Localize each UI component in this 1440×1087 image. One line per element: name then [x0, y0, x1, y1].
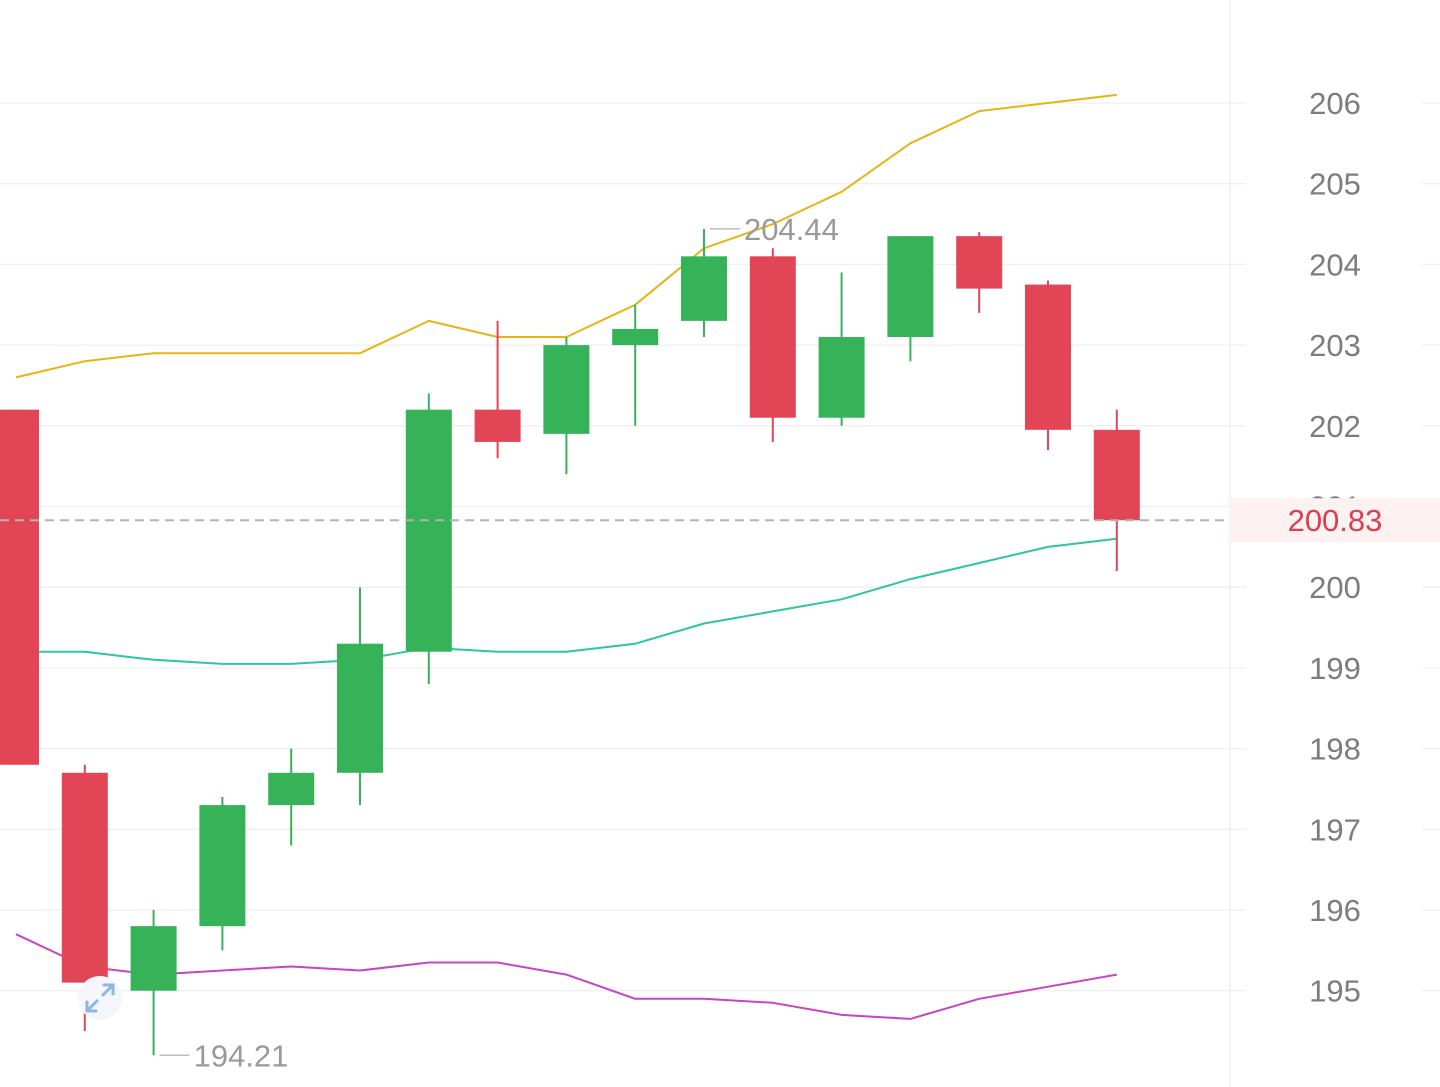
y-tick-label: 205 [1309, 167, 1361, 202]
candle[interactable] [681, 228, 727, 338]
expand-control[interactable] [78, 976, 122, 1020]
candle[interactable] [887, 236, 934, 362]
y-tick-label: 202 [1309, 409, 1361, 444]
candle-body[interactable] [612, 328, 659, 346]
candle[interactable] [612, 304, 659, 426]
annotations-layer: 204.44 194.21 [159, 212, 839, 1073]
candle[interactable] [1025, 280, 1071, 451]
candle-body[interactable] [749, 256, 796, 418]
current-price-badge [1230, 498, 1440, 543]
y-tick-label: 200 [1309, 570, 1361, 605]
high-price-label: 204.44 [744, 212, 839, 247]
y-tick-label: 203 [1309, 328, 1361, 363]
candle-body[interactable] [0, 409, 39, 765]
candle-body[interactable] [268, 772, 315, 806]
candle[interactable] [130, 910, 177, 1056]
low-price-label: 194.21 [194, 1038, 289, 1073]
band-line-lower [15, 933, 1117, 1020]
y-tick-label: 206 [1309, 86, 1361, 121]
expand-arrows-icon[interactable] [78, 976, 122, 1020]
candle[interactable] [474, 320, 521, 459]
bands-layer [15, 93, 1117, 1020]
candle[interactable] [956, 232, 1003, 313]
candle[interactable] [61, 764, 108, 1032]
candle-body[interactable] [956, 236, 1003, 289]
candle[interactable] [199, 797, 246, 951]
candle-body[interactable] [1093, 429, 1140, 521]
candle-body[interactable] [681, 256, 727, 321]
candle[interactable] [818, 272, 865, 426]
candles-layer[interactable] [0, 228, 1140, 1056]
candle[interactable] [749, 248, 796, 442]
candle-body[interactable] [199, 805, 246, 927]
band-line-middle [16, 537, 1117, 665]
candle[interactable] [268, 748, 315, 846]
y-tick-label: 198 [1309, 732, 1361, 767]
candle[interactable] [0, 409, 39, 765]
candle-body[interactable] [61, 772, 108, 983]
band-line-upper [15, 93, 1117, 379]
candle[interactable] [337, 587, 383, 806]
current-price-label: 200.83 [1288, 503, 1383, 538]
candle-body[interactable] [818, 337, 865, 418]
candle-body[interactable] [337, 643, 383, 773]
candle-body[interactable] [130, 926, 177, 991]
y-tick-label: 196 [1309, 893, 1361, 928]
y-axis: 206205204203202201200199198197196195 [1229, 0, 1361, 1087]
y-tick-label: 195 [1309, 974, 1361, 1009]
candle-body[interactable] [887, 236, 934, 338]
y-tick-label: 199 [1309, 651, 1361, 686]
candle[interactable] [543, 337, 590, 475]
candle-body[interactable] [543, 345, 590, 434]
candle-body[interactable] [1025, 284, 1071, 430]
candle-body[interactable] [405, 409, 452, 652]
y-tick-label: 197 [1309, 812, 1361, 847]
y-tick-label: 204 [1309, 247, 1361, 282]
candle[interactable] [1093, 409, 1140, 572]
current-price-layer: 200.83 [0, 498, 1440, 543]
candle[interactable] [405, 393, 452, 685]
candle-body[interactable] [474, 409, 521, 442]
